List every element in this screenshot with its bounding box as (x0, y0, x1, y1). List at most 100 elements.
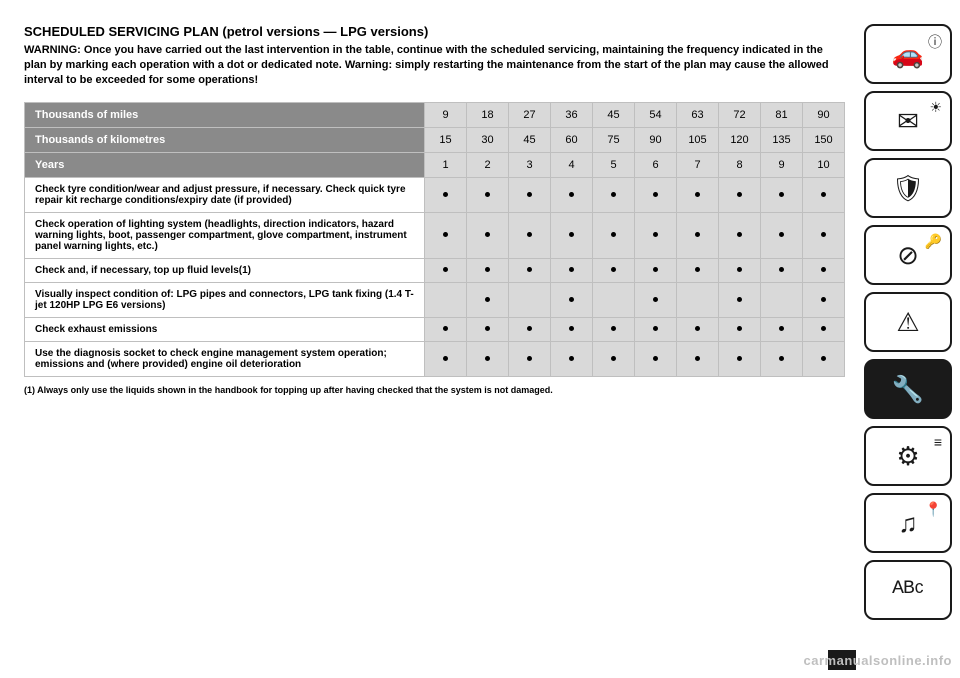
table-header-value: 27 (509, 102, 551, 127)
table-header-value: 3 (509, 152, 551, 177)
table-cell (593, 317, 635, 341)
dot-icon (527, 267, 532, 272)
table-header-value: 30 (467, 127, 509, 152)
dot-icon (653, 297, 658, 302)
dot-icon (611, 267, 616, 272)
table-header-value: 9 (425, 102, 467, 127)
table-cell (803, 317, 845, 341)
dot-icon (443, 192, 448, 197)
table-header-value: 54 (635, 102, 677, 127)
dot-icon (527, 356, 532, 361)
table-cell (719, 258, 761, 282)
table-cell (551, 212, 593, 258)
dot-icon (443, 326, 448, 331)
key-wheel-icon[interactable]: ⊘🔑 (864, 225, 952, 285)
dot-icon (653, 356, 658, 361)
table-cell (803, 258, 845, 282)
table-header-value: 7 (677, 152, 719, 177)
dot-icon (485, 326, 490, 331)
dot-icon (569, 356, 574, 361)
table-cell (719, 212, 761, 258)
dot-icon (779, 192, 784, 197)
dot-icon (611, 192, 616, 197)
table-cell (761, 258, 803, 282)
dot-icon (569, 232, 574, 237)
table-header-label: Years (25, 152, 425, 177)
table-cell (593, 282, 635, 317)
footnote: (1) Always only use the liquids shown in… (24, 385, 844, 395)
table-header-value: 60 (551, 127, 593, 152)
table-cell (803, 282, 845, 317)
light-mail-icon-badge: ☀ (929, 99, 942, 116)
table-header-value: 135 (761, 127, 803, 152)
watermark: carmanualsonline.info (804, 653, 952, 668)
dot-icon (737, 192, 742, 197)
table-header-value: 105 (677, 127, 719, 152)
dot-icon (695, 356, 700, 361)
table-header-value: 18 (467, 102, 509, 127)
table-header-value: 4 (551, 152, 593, 177)
table-cell (509, 282, 551, 317)
dot-icon (485, 192, 490, 197)
light-mail-icon[interactable]: ✉☀ (864, 91, 952, 151)
dot-icon (485, 232, 490, 237)
alpha-index-icon-glyph: ᴬᴮᶜ (892, 575, 924, 606)
dot-icon (527, 192, 532, 197)
dot-icon (569, 192, 574, 197)
car-warn-icon[interactable]: ⚠ (864, 292, 952, 352)
table-cell (761, 341, 803, 376)
table-header-value: 120 (719, 127, 761, 152)
dot-icon (443, 356, 448, 361)
maintenance-table: Thousands of miles9182736455463728190Tho… (24, 102, 845, 377)
dot-icon (737, 297, 742, 302)
dot-icon (653, 267, 658, 272)
dot-icon (737, 356, 742, 361)
table-header-label: Thousands of miles (25, 102, 425, 127)
table-cell (551, 282, 593, 317)
table-cell (635, 258, 677, 282)
car-info-icon-glyph: 🚗 (892, 39, 924, 70)
table-cell (551, 317, 593, 341)
airbag-icon[interactable]: 🛡 (864, 158, 952, 218)
table-cell (425, 177, 467, 212)
dot-icon (569, 267, 574, 272)
table-cell (593, 177, 635, 212)
dot-icon (569, 297, 574, 302)
dot-icon (821, 192, 826, 197)
table-cell (635, 341, 677, 376)
media-nav-icon[interactable]: ♫📍 (864, 493, 952, 553)
table-cell (593, 258, 635, 282)
table-cell (425, 341, 467, 376)
dot-icon (695, 192, 700, 197)
table-header-value: 45 (593, 102, 635, 127)
alpha-index-icon[interactable]: ᴬᴮᶜ (864, 560, 952, 620)
table-cell (425, 317, 467, 341)
table-header-value: 81 (761, 102, 803, 127)
table-cell (509, 258, 551, 282)
light-mail-icon-glyph: ✉ (897, 106, 919, 137)
dot-icon (611, 326, 616, 331)
dot-icon (653, 192, 658, 197)
table-cell (467, 212, 509, 258)
airbag-icon-glyph: 🛡 (891, 173, 924, 204)
dot-icon (821, 356, 826, 361)
dot-icon (443, 232, 448, 237)
dot-icon (779, 356, 784, 361)
table-cell (467, 258, 509, 282)
dot-icon (527, 326, 532, 331)
dot-icon (443, 267, 448, 272)
table-cell (467, 282, 509, 317)
dot-icon (695, 326, 700, 331)
settings-list-icon[interactable]: ⚙≡ (864, 426, 952, 486)
dot-icon (653, 326, 658, 331)
table-cell (761, 317, 803, 341)
table-cell (719, 282, 761, 317)
key-wheel-icon-glyph: ⊘ (897, 240, 919, 271)
dot-icon (821, 297, 826, 302)
table-cell (677, 341, 719, 376)
car-info-icon[interactable]: 🚗ⓘ (864, 24, 952, 84)
table-cell (677, 258, 719, 282)
dot-icon (527, 232, 532, 237)
car-service-icon[interactable]: 🔧 (864, 359, 952, 419)
warning-text: WARNING: Once you have carried out the l… (24, 43, 844, 88)
